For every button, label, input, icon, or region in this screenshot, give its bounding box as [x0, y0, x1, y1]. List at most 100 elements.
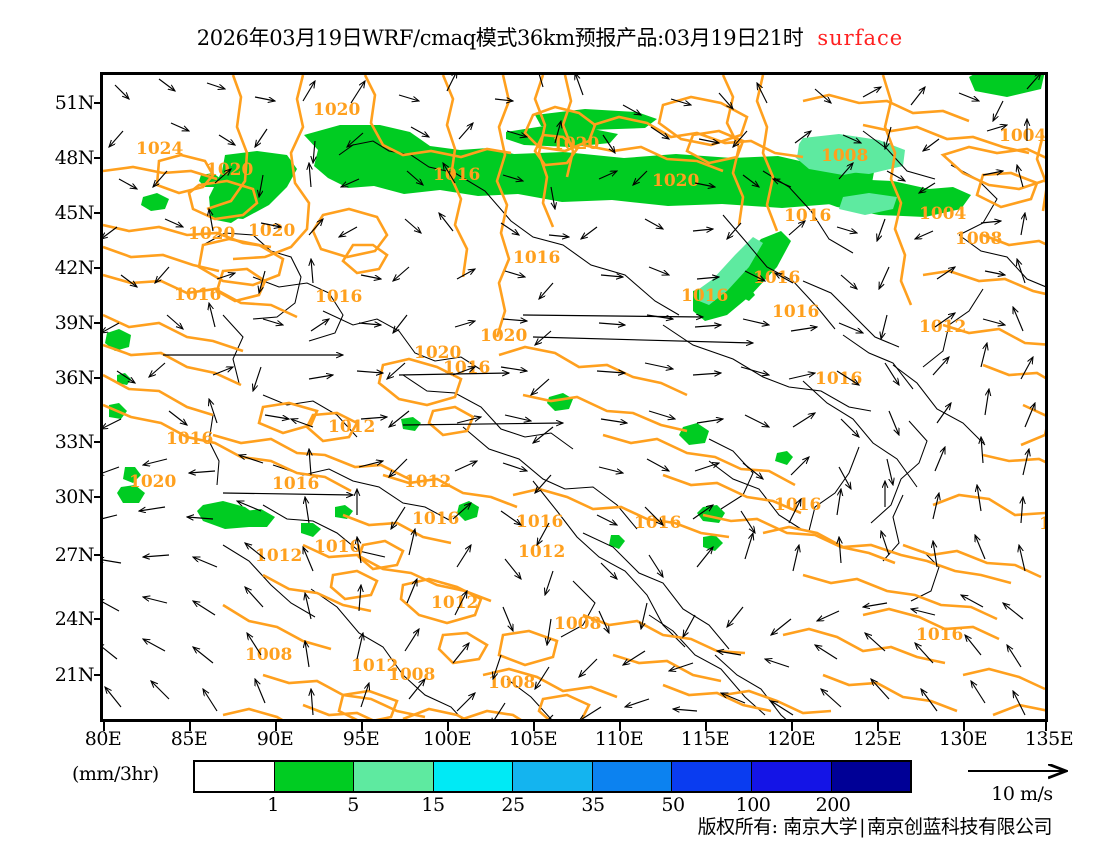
y-tick-mark	[94, 496, 103, 498]
svg-text:1016: 1016	[634, 513, 681, 533]
copyright-separator: |	[859, 816, 865, 838]
svg-text:1016: 1016	[513, 248, 560, 268]
x-tick-label: 115E	[680, 728, 730, 750]
svg-text:1020: 1020	[313, 100, 360, 120]
y-tick-mark	[94, 157, 103, 159]
colorbar-tick-label: 50	[661, 794, 685, 816]
svg-text:1020: 1020	[129, 472, 176, 492]
colorbar-swatch-5[interactable]	[592, 762, 673, 791]
y-tick-mark	[94, 618, 103, 620]
x-tick-mark	[791, 722, 793, 731]
x-tick-label: 105E	[508, 728, 558, 750]
svg-text:1016: 1016	[784, 206, 831, 226]
copyright-notice: 版权所有: 南京大学 | 南京创蓝科技有限公司	[0, 812, 1053, 839]
svg-text:1008: 1008	[554, 614, 601, 634]
colorbar-swatch-6[interactable]	[672, 762, 752, 791]
y-tick-mark	[94, 554, 103, 556]
colorbar-swatch-3[interactable]	[433, 762, 514, 791]
svg-text:1008: 1008	[245, 645, 292, 665]
svg-text:1008: 1008	[955, 229, 1002, 249]
svg-text:1016: 1016	[916, 625, 963, 645]
y-tick-label: 27N	[54, 544, 95, 566]
x-tick-mark	[705, 722, 707, 731]
svg-text:1016: 1016	[166, 429, 213, 449]
colorbar-swatch-2[interactable]	[354, 762, 434, 791]
colorbar-tick-label: 15	[421, 794, 445, 816]
x-tick-mark	[877, 722, 879, 731]
y-tick-mark	[94, 377, 103, 379]
svg-text:1012: 1012	[255, 546, 302, 566]
svg-text:1020: 1020	[414, 343, 461, 363]
y-tick-label: 36N	[54, 367, 95, 389]
svg-text:1012: 1012	[431, 593, 478, 613]
y-tick-mark	[94, 212, 103, 214]
svg-text:1012: 1012	[518, 542, 565, 562]
y-tick-label: 33N	[54, 431, 95, 453]
title-main-text: 2026年03月19日WRF/cmaq模式36km预报产品:03月19日21时	[196, 26, 804, 50]
svg-text:1016: 1016	[772, 302, 819, 322]
x-tick-label: 80E	[84, 728, 122, 750]
svg-text:1012: 1012	[351, 656, 398, 676]
y-tick-mark	[94, 674, 103, 676]
svg-text:1016: 1016	[1039, 514, 1045, 534]
x-tick-mark	[189, 722, 191, 731]
x-tick-label: 110E	[594, 728, 644, 750]
svg-text:1016: 1016	[315, 287, 362, 307]
map-canvas: 1020 1024 1020 1016 1020 1020 1004 1016 …	[103, 75, 1045, 719]
y-tick-mark	[94, 267, 103, 269]
y-tick-label: 21N	[54, 664, 95, 686]
title-level-text: surface	[817, 26, 904, 50]
map-plot-area[interactable]: 1020 1024 1020 1016 1020 1020 1004 1016 …	[100, 72, 1048, 722]
wind-arrow-icon	[968, 757, 1082, 783]
svg-text:1016: 1016	[314, 537, 361, 557]
y-tick-label: 45N	[54, 202, 95, 224]
x-tick-label: 90E	[256, 728, 294, 750]
y-tick-label: 24N	[54, 608, 95, 630]
colorbar-tick-label: 200	[815, 794, 851, 816]
svg-text:1020: 1020	[652, 171, 699, 191]
x-tick-mark	[533, 722, 535, 731]
x-axis: 80E 85E 90E 95E 100E 105E 110E 115E 120E…	[85, 722, 1074, 752]
svg-text:1020: 1020	[188, 224, 235, 244]
colorbar-swatch-8[interactable]	[831, 762, 911, 791]
svg-text:1024: 1024	[136, 139, 183, 159]
x-tick-label: 135E	[1024, 728, 1074, 750]
x-tick-mark	[1045, 722, 1047, 731]
y-tick-mark	[94, 441, 103, 443]
x-tick-label: 100E	[422, 728, 472, 750]
x-tick-label: 95E	[342, 728, 380, 750]
colorbar-swatch-7[interactable]	[751, 762, 832, 791]
precipitation-colorbar[interactable]	[193, 760, 912, 793]
colorbar-tick-label: 35	[581, 794, 605, 816]
svg-text:1016: 1016	[272, 474, 319, 494]
svg-text:1020: 1020	[480, 326, 527, 346]
x-tick-mark	[963, 722, 965, 731]
svg-text:1016: 1016	[412, 509, 459, 529]
coastline-layer	[202, 130, 1045, 719]
x-tick-label: 125E	[852, 728, 902, 750]
x-tick-label: 120E	[766, 728, 816, 750]
svg-text:1016: 1016	[516, 512, 563, 532]
legend-unit-label: (mm/3hr)	[72, 763, 159, 785]
svg-text:1012: 1012	[328, 417, 375, 437]
svg-text:1008: 1008	[488, 673, 535, 693]
svg-text:1004: 1004	[999, 126, 1045, 146]
x-tick-mark	[361, 722, 363, 731]
y-axis: 51N 48N 45N 42N 39N 36N 33N 30N 27N 24N …	[32, 72, 103, 722]
y-tick-label: 42N	[54, 257, 95, 279]
svg-text:1008: 1008	[388, 665, 435, 685]
y-tick-label: 39N	[54, 312, 95, 334]
svg-text:1016: 1016	[815, 369, 862, 389]
wind-vector-layer	[103, 75, 1041, 719]
svg-text:1020: 1020	[248, 221, 295, 241]
svg-text:1016: 1016	[681, 286, 728, 306]
wind-scale-legend: 10 m/s	[962, 757, 1082, 805]
colorbar-tick-label: 1	[267, 794, 279, 816]
colorbar-swatch-0[interactable]	[195, 762, 275, 791]
svg-text:1008: 1008	[821, 146, 868, 166]
x-tick-label: 85E	[170, 728, 208, 750]
colorbar-swatch-1[interactable]	[274, 762, 355, 791]
x-tick-mark	[447, 722, 449, 731]
colorbar-swatch-4[interactable]	[513, 762, 593, 791]
colorbar-tick-label: 100	[735, 794, 771, 816]
